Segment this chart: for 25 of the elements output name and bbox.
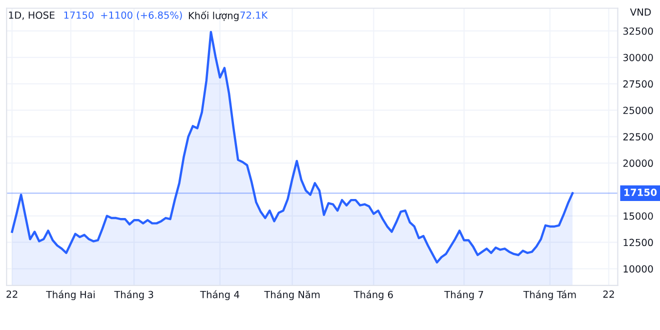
y-tick-label: 25000 xyxy=(623,106,653,114)
y-tick-label: 32500 xyxy=(623,27,653,35)
y-axis-title: VND xyxy=(630,8,651,16)
chart-title: 1D, HOSE xyxy=(9,11,55,20)
y-tick-label: 22500 xyxy=(623,133,653,140)
y-tick-label: 12500 xyxy=(624,238,653,246)
y-tick-label: 20000 xyxy=(623,160,653,167)
x-tick-label: Tháng Tám xyxy=(523,290,576,300)
x-tick-label: 22 xyxy=(6,290,18,298)
y-tick-label: 10000 xyxy=(624,265,653,273)
x-tick-label: Tháng 3 xyxy=(114,290,154,300)
y-tick-label: 27500 xyxy=(623,80,653,88)
annotation: Khối lượng xyxy=(188,10,239,22)
ref-line-label: 17150 xyxy=(624,188,657,196)
x-tick-label: Tháng 7 xyxy=(444,290,484,300)
x-tick-label: 22 xyxy=(603,290,614,298)
y-tick-label: 15000 xyxy=(624,212,653,220)
annotation: 72.1K xyxy=(240,11,268,19)
y-tick-label: 30000 xyxy=(623,54,653,62)
annotation: +1100 (+6.85%) xyxy=(101,11,182,20)
annotation: 17150 xyxy=(64,11,94,19)
x-tick-label: Tháng Hai xyxy=(46,290,95,300)
x-tick-label: Tháng 6 xyxy=(354,290,393,300)
x-tick-label: Tháng Năm xyxy=(264,290,320,300)
x-tick-label: Tháng 4 xyxy=(200,290,240,300)
